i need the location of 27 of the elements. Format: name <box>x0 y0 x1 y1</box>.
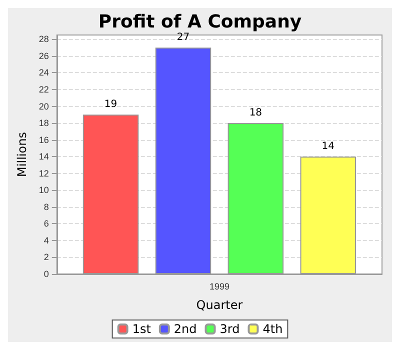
x-axis-title: Quarter <box>196 298 243 312</box>
legend-label: 4th <box>262 322 283 336</box>
y-tick-label: 18 <box>38 118 49 128</box>
y-tick-label: 16 <box>38 134 49 145</box>
y-tick-label: 26 <box>38 50 49 61</box>
y-tick-label: 6 <box>44 218 49 229</box>
y-tick-label: 24 <box>38 68 49 78</box>
y-tick-label: 8 <box>44 202 49 212</box>
y-tick-label: 10 <box>38 185 49 196</box>
chart-title: Profit of A Company <box>98 12 302 32</box>
y-tick-label: 20 <box>38 101 49 112</box>
y-tick-label: 2 <box>44 252 49 262</box>
legend-label: 1st <box>132 322 152 336</box>
y-tick-label: 0 <box>44 269 49 279</box>
data-label: 14 <box>322 141 334 152</box>
y-tick-label: 4 <box>44 235 49 246</box>
legend-label: 2nd <box>174 322 197 336</box>
y-tick-label: 12 <box>38 168 49 178</box>
data-label: 18 <box>249 108 262 119</box>
y-tick-label: 22 <box>38 84 49 95</box>
y-axis-title: Millions <box>15 132 29 177</box>
y-tick-label: 28 <box>38 34 49 44</box>
data-label: 27 <box>176 32 190 44</box>
legend-label: 3rd <box>220 322 240 336</box>
x-tick-label: 1999 <box>209 282 230 292</box>
y-tick-label: 14 <box>38 152 49 162</box>
data-label: 19 <box>104 99 118 110</box>
